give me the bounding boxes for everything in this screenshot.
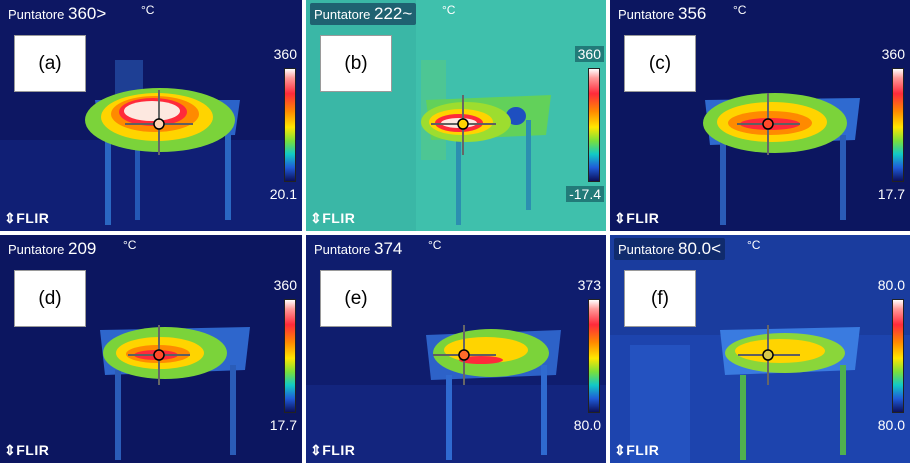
readout-value: 80.0< bbox=[678, 239, 722, 258]
scale-min: 20.1 bbox=[269, 186, 297, 202]
flir-logo: ⇕FLIR bbox=[310, 210, 356, 226]
pointer-readout: Puntatore 360> bbox=[4, 3, 110, 25]
color-scale-bar bbox=[588, 299, 600, 413]
flir-logo: ⇕FLIR bbox=[614, 210, 660, 226]
readout-label: Puntatore bbox=[618, 7, 675, 22]
scale-max: 360 bbox=[574, 46, 604, 62]
unit-label: °C bbox=[442, 3, 456, 17]
scale-max: 373 bbox=[577, 277, 601, 293]
thermal-panel-b: Puntatore 222~ °C (b) 360 -17.4 ⇕FLIR bbox=[306, 0, 606, 231]
readout-value: 374 bbox=[374, 239, 403, 258]
readout-label: Puntatore bbox=[314, 7, 371, 22]
scale-min: 17.7 bbox=[877, 186, 905, 202]
pointer-readout: Puntatore 209 bbox=[4, 238, 100, 260]
readout-label: Puntatore bbox=[8, 7, 65, 22]
pointer-readout: Puntatore 356 bbox=[614, 3, 710, 25]
readout-value: 360> bbox=[68, 4, 107, 23]
readout-label: Puntatore bbox=[314, 242, 371, 257]
unit-label: °C bbox=[733, 3, 747, 17]
panel-label: (b) bbox=[320, 35, 392, 92]
thermal-scene-a bbox=[0, 0, 302, 231]
thermal-panel-a: Puntatore 360> °C (a) 360 20.1 ⇕FLIR bbox=[0, 0, 302, 231]
panel-label: (a) bbox=[14, 35, 86, 92]
color-scale-bar bbox=[284, 299, 296, 413]
panel-label: (f) bbox=[624, 270, 696, 327]
unit-label: °C bbox=[141, 3, 155, 17]
readout-label: Puntatore bbox=[8, 242, 65, 257]
scale-min: 17.7 bbox=[269, 417, 297, 433]
panel-label: (c) bbox=[624, 35, 696, 92]
thermal-panel-d: Puntatore 209 °C (d) 360 17.7 ⇕FLIR bbox=[0, 235, 302, 463]
scale-max: 360 bbox=[881, 46, 905, 62]
readout-label: Puntatore bbox=[618, 242, 675, 257]
thermal-panel-f: Puntatore 80.0< °C (f) 80.0 80.0 ⇕FLIR bbox=[610, 235, 910, 463]
scale-min: 80.0 bbox=[573, 417, 601, 433]
pointer-readout: Puntatore 80.0< bbox=[614, 238, 726, 260]
readout-value: 356 bbox=[678, 4, 707, 23]
unit-label: °C bbox=[747, 238, 761, 252]
color-scale-bar bbox=[588, 68, 600, 182]
unit-label: °C bbox=[123, 238, 137, 252]
thermal-panel-e: Puntatore 374 °C (e) 373 80.0 ⇕FLIR bbox=[306, 235, 606, 463]
color-scale-bar bbox=[892, 299, 904, 413]
thermal-panel-c: Puntatore 356 °C (c) 360 17.7 ⇕FLIR bbox=[610, 0, 910, 231]
flir-logo: ⇕FLIR bbox=[4, 442, 50, 458]
panel-label: (e) bbox=[320, 270, 392, 327]
scale-max: 360 bbox=[273, 46, 297, 62]
flir-logo: ⇕FLIR bbox=[310, 442, 356, 458]
unit-label: °C bbox=[428, 238, 442, 252]
readout-value: 222~ bbox=[374, 4, 413, 23]
color-scale-bar bbox=[892, 68, 904, 182]
readout-value: 209 bbox=[68, 239, 97, 258]
pointer-readout: Puntatore 222~ bbox=[310, 3, 417, 25]
flir-logo: ⇕FLIR bbox=[614, 442, 660, 458]
flir-logo: ⇕FLIR bbox=[4, 210, 50, 226]
scale-max: 80.0 bbox=[877, 277, 905, 293]
scale-min: -17.4 bbox=[566, 186, 604, 202]
scale-min: 80.0 bbox=[877, 417, 905, 433]
pointer-readout: Puntatore 374 bbox=[310, 238, 406, 260]
color-scale-bar bbox=[284, 68, 296, 182]
panel-label: (d) bbox=[14, 270, 86, 327]
scale-max: 360 bbox=[273, 277, 297, 293]
